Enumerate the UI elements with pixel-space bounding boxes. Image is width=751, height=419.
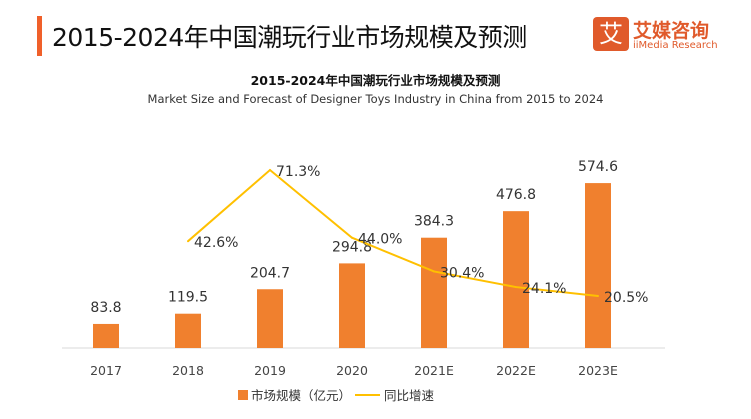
line-point xyxy=(515,286,517,289)
line-label: 44.0% xyxy=(358,232,402,248)
logo-subtext: iiMedia Research xyxy=(633,40,718,51)
line-point xyxy=(269,169,271,172)
x-tick-label: 2022E xyxy=(496,363,536,378)
line-label: 24.1% xyxy=(522,281,566,297)
title-accent-bar xyxy=(37,16,42,56)
x-tick-label: 2019 xyxy=(254,363,286,378)
bar-label: 294.8 xyxy=(332,239,372,255)
x-tick-label: 2017 xyxy=(90,363,122,378)
bar-label: 204.7 xyxy=(250,265,290,281)
chart-title: 2015-2024年中国潮玩行业市场规模及预测 xyxy=(250,73,501,88)
x-tick-label: 2020 xyxy=(336,363,368,378)
line-label: 42.6% xyxy=(194,235,238,251)
logo-text: 艾媒咨询 xyxy=(633,20,710,42)
legend-bar-label: 市场规模（亿元） xyxy=(251,388,351,403)
chart-subtitle: Market Size and Forecast of Designer Toy… xyxy=(147,92,604,106)
bar xyxy=(339,263,365,348)
line-point xyxy=(351,236,353,239)
line-point xyxy=(187,240,189,243)
x-tick-label: 2023E xyxy=(578,363,618,378)
bar-label: 119.5 xyxy=(168,290,208,306)
legend-bar-swatch xyxy=(238,390,248,400)
x-tick-label: 2021E xyxy=(414,363,454,378)
bar xyxy=(503,211,529,348)
line-label: 30.4% xyxy=(440,265,484,281)
bar xyxy=(93,323,119,348)
legend-line-label: 同比增速 xyxy=(384,388,435,403)
bar xyxy=(585,183,611,348)
bar-label: 384.3 xyxy=(414,214,454,230)
bar xyxy=(257,289,283,348)
growth-line xyxy=(187,168,599,297)
bar xyxy=(421,237,447,348)
line-point xyxy=(597,295,599,297)
logo-icon: 艾 xyxy=(593,17,629,51)
line-label: 20.5% xyxy=(604,290,648,306)
bar-label: 574.6 xyxy=(578,159,618,175)
bar-label: 83.8 xyxy=(90,300,121,316)
page-title: 2015-2024年中国潮玩行业市场规模及预测 xyxy=(52,23,527,52)
line-label: 71.3% xyxy=(276,164,320,180)
bar-label: 476.8 xyxy=(496,187,536,203)
bar xyxy=(175,313,201,348)
line-point xyxy=(433,270,435,273)
x-tick-label: 2018 xyxy=(172,363,204,378)
